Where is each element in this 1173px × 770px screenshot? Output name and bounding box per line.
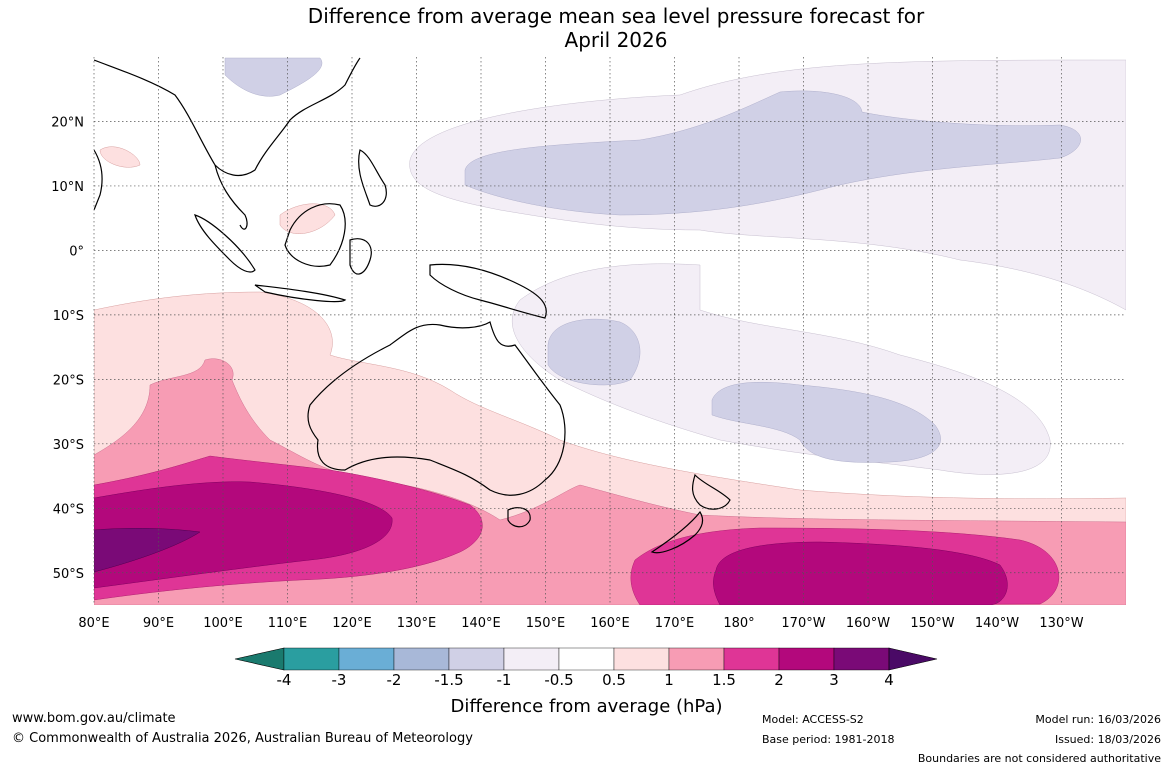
- colorbar-swatch: [283, 647, 340, 671]
- latitude-label: 50°S: [53, 567, 84, 582]
- longitude-label: 170°E: [655, 616, 695, 631]
- colorbar-title: Difference from average (hPa): [450, 696, 723, 717]
- axis-labels: 80°E 90°E 100°E 110°E 120°E 130°E 140°E 150°E 16…: [51, 115, 1084, 631]
- latitude-label: 30°S: [53, 438, 84, 453]
- sumatra-coast: [194, 214, 256, 273]
- colorbar-tick-label: 0.5: [602, 671, 626, 689]
- title-line-2: April 2026: [564, 28, 668, 52]
- colorbar-tick-label: 2: [774, 671, 784, 689]
- colorbar-swatch: [503, 647, 560, 671]
- colorbar-tick-label: 3: [829, 671, 839, 689]
- australia-coast: [307, 321, 566, 496]
- website-link[interactable]: www.bom.gov.au/climate: [12, 711, 176, 726]
- colorbar-swatch: [668, 647, 725, 671]
- colorbar-swatch: [393, 647, 450, 671]
- map-title: Difference from average mean sea level p…: [0, 4, 1173, 52]
- borneo-coast: [284, 203, 346, 267]
- latitude-label: 10°S: [53, 309, 84, 324]
- new-guinea-coast: [429, 263, 547, 319]
- contour-pos-0-5-small2: [99, 146, 141, 168]
- coastlines: [94, 57, 731, 554]
- malay-coast: [214, 164, 248, 230]
- contour-neg-1-south: [711, 382, 941, 463]
- longitude-label: 160°E: [590, 616, 630, 631]
- longitude-label: 130°W: [1039, 616, 1083, 631]
- colorbar-arrow-high: [888, 647, 938, 671]
- latitude-label: 0°: [69, 244, 84, 259]
- colorbar-tick-label: 1: [664, 671, 674, 689]
- colorbar-swatch: [778, 647, 835, 671]
- india-coast: [94, 149, 103, 211]
- anomaly-contours: [94, 57, 1126, 605]
- gridlines: [93, 57, 1126, 605]
- longitude-label: 150°W: [910, 616, 954, 631]
- colorbar-tick-label: -1: [496, 671, 512, 689]
- longitude-label: 100°E: [203, 616, 243, 631]
- longitude-label: 140°E: [461, 616, 501, 631]
- colorbar: [234, 647, 938, 671]
- model-run-text: Model run: 16/03/2026: [1035, 713, 1161, 726]
- longitude-label: 170°W: [781, 616, 825, 631]
- longitude-label: 180°: [723, 616, 754, 631]
- longitude-label: 120°E: [332, 616, 372, 631]
- colorbar-swatch: [723, 647, 780, 671]
- longitude-label: 160°W: [846, 616, 890, 631]
- title-line-1: Difference from average mean sea level p…: [307, 4, 925, 28]
- colorbar-tick-label: 1.5: [712, 671, 736, 689]
- colorbar-tick-label: -1.5: [434, 671, 464, 689]
- philippines-coast: [358, 149, 387, 207]
- colorbar-swatch: [338, 647, 395, 671]
- colorbar-tick-label: -2: [386, 671, 402, 689]
- disclaimer-text: Boundaries are not considered authoritat…: [917, 752, 1161, 765]
- colorbar-swatch: [558, 647, 615, 671]
- sulawesi-coast: [349, 238, 372, 275]
- java-coast: [254, 284, 347, 303]
- contour-pos-2-east: [713, 541, 1008, 605]
- colorbar-swatch: [448, 647, 505, 671]
- colorbar-tick-label: -0.5: [544, 671, 574, 689]
- contour-pos-3: [94, 528, 201, 573]
- latitude-label: 10°N: [51, 180, 84, 195]
- colorbar-tick-label: -3: [331, 671, 347, 689]
- tasmania-coast: [507, 507, 531, 528]
- latitude-label: 40°S: [53, 502, 84, 517]
- contour-pos-0-5-small1: [279, 203, 336, 234]
- longitude-label: 140°W: [975, 616, 1019, 631]
- contour-neg-1-sw-pacific: [547, 318, 641, 386]
- colorbar-tick-label: 4: [884, 671, 894, 689]
- nz-south-coast: [650, 510, 704, 554]
- model-text: Model: ACCESS-S2: [762, 713, 864, 726]
- base-period-text: Base period: 1981-2018: [762, 733, 895, 746]
- latitude-label: 20°N: [51, 115, 84, 130]
- longitude-label: 130°E: [397, 616, 437, 631]
- longitude-label: 150°E: [526, 616, 566, 631]
- issued-text: Issued: 18/03/2026: [1054, 733, 1161, 746]
- colorbar-swatch: [833, 647, 890, 671]
- contour-neg-1-north: [464, 90, 1081, 216]
- nz-north-coast: [692, 473, 731, 510]
- latitude-label: 20°S: [53, 373, 84, 388]
- asia-coast: [94, 57, 361, 177]
- copyright-text: © Commonwealth of Australia 2026, Austra…: [12, 731, 473, 746]
- colorbar-swatch: [613, 647, 670, 671]
- longitude-label: 110°E: [268, 616, 308, 631]
- contour-pos-2: [94, 481, 393, 589]
- colorbar-arrow-low: [234, 647, 285, 671]
- longitude-label: 80°E: [78, 616, 109, 631]
- contour-neg-1-nw: [224, 57, 323, 97]
- colorbar-tick-label: -4: [276, 671, 292, 689]
- longitude-label: 90°E: [143, 616, 174, 631]
